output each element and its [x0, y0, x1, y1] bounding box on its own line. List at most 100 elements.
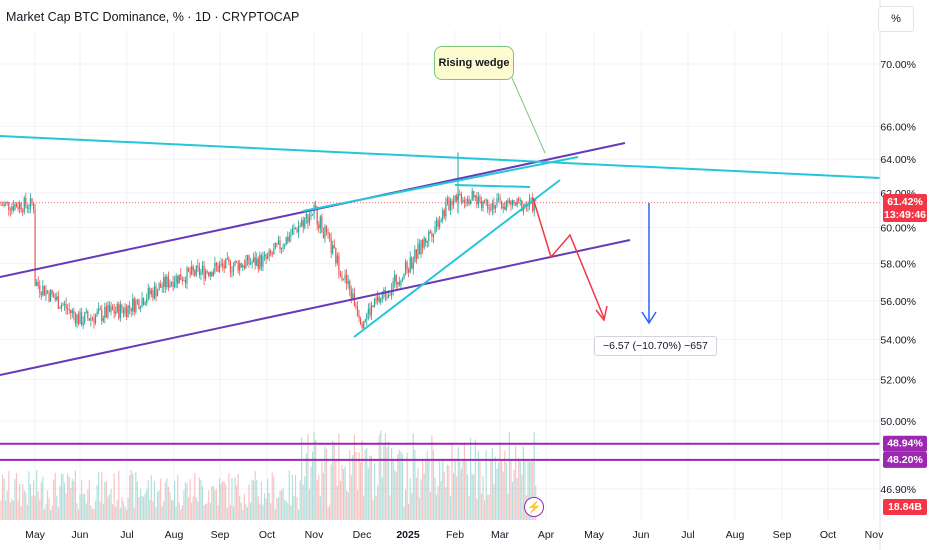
volume-bar — [417, 467, 419, 520]
candle-body — [63, 303, 66, 305]
volume-bar — [431, 435, 433, 520]
candle-body — [119, 304, 121, 319]
candle-body — [205, 271, 207, 279]
volume-bar — [398, 449, 400, 520]
x-tick-label: Aug — [726, 529, 745, 541]
candle-body — [330, 237, 332, 254]
volume-bar — [383, 443, 385, 520]
volume-bar — [395, 471, 397, 520]
volume-bar — [26, 504, 28, 520]
volume-bar — [200, 479, 202, 520]
candle-body — [174, 282, 176, 288]
candle-body — [242, 265, 244, 268]
volume-bar — [302, 484, 304, 520]
candle-body — [161, 286, 163, 288]
volume-bar — [48, 498, 50, 520]
candle-body — [79, 311, 81, 324]
candle-body — [270, 250, 272, 254]
candle-body — [287, 237, 289, 242]
volume-bar — [143, 496, 145, 520]
volume-bar — [225, 484, 227, 520]
volume-bar — [404, 489, 407, 520]
volume-bar — [102, 503, 104, 520]
volume-bar — [76, 503, 78, 520]
volume-bar — [122, 501, 125, 520]
volume-bar — [329, 505, 331, 520]
volume-bar — [160, 478, 162, 520]
candle-body — [133, 298, 135, 312]
volume-bar — [98, 472, 100, 520]
candle-body — [81, 311, 83, 325]
volume-bar — [242, 509, 244, 520]
volume-bar — [496, 468, 498, 520]
candle-body — [116, 304, 118, 312]
volume-bar — [291, 474, 293, 520]
volume-bar — [222, 481, 224, 520]
volume-bar — [315, 440, 317, 520]
time-axis[interactable]: May Jun Jul Aug Sep Oct Nov Dec 2025 Feb Mar Apr May… — [25, 529, 884, 541]
x-tick-label: Mar — [491, 529, 510, 541]
volume-bar — [163, 500, 165, 520]
candle-body — [339, 273, 342, 277]
volume-bar — [449, 496, 452, 520]
volume-bar — [246, 507, 249, 520]
y-tick-label: 60.00% — [880, 223, 916, 235]
volume-bar — [29, 484, 32, 520]
candle-body — [113, 309, 115, 314]
volume-bar — [203, 505, 205, 520]
volume-bar — [155, 507, 157, 520]
candle-body — [9, 209, 11, 211]
volume-bar — [5, 500, 7, 520]
candle-body — [60, 305, 63, 309]
candle-body — [50, 290, 52, 302]
volume-bar — [432, 450, 435, 520]
candle-body — [87, 311, 89, 319]
candle-body — [305, 214, 307, 218]
volume-bar — [161, 506, 163, 520]
candle-body — [42, 285, 44, 296]
volume-bar — [437, 485, 439, 520]
volume-bar — [56, 495, 58, 520]
lightning-icon[interactable]: ⚡ — [524, 497, 544, 517]
volume-bar — [112, 504, 114, 520]
volume-bar — [406, 452, 408, 520]
volume-bar — [488, 494, 490, 520]
percent-scale-button[interactable]: % — [878, 6, 914, 32]
candle-body — [285, 237, 287, 246]
candle-body — [243, 265, 245, 268]
volume-bar — [327, 507, 329, 520]
volume-bar — [480, 493, 483, 520]
candle-body — [180, 274, 182, 281]
volume-bar — [471, 473, 473, 520]
candle-body — [400, 281, 402, 285]
candle-body — [200, 270, 202, 275]
volume-bar — [446, 464, 448, 520]
level-lower-tag: 48.20% — [883, 451, 927, 468]
volume-bar — [318, 475, 320, 520]
volume-bar — [280, 490, 283, 520]
x-tick-label: Jul — [120, 529, 133, 541]
candle-body — [308, 216, 311, 224]
volume-bar — [338, 433, 340, 520]
volume-bar — [403, 506, 405, 520]
volume-bar — [175, 506, 177, 520]
candle-body — [521, 200, 523, 212]
candle-body — [259, 255, 261, 270]
volume-bar — [423, 473, 425, 520]
volume-bar — [25, 492, 27, 520]
candle-body — [397, 281, 399, 285]
candle-body — [535, 200, 537, 202]
volume-bar — [91, 508, 94, 520]
volume-bar — [17, 500, 19, 520]
volume-bar — [339, 480, 342, 520]
candle-body — [143, 298, 145, 305]
volume-bar — [267, 478, 269, 520]
candle-body — [491, 203, 493, 210]
candle-body — [212, 271, 214, 277]
rising-wedge-callout[interactable]: Rising wedge — [434, 46, 514, 80]
candle-body — [387, 294, 390, 299]
volume-bar — [335, 461, 337, 520]
volume-bar — [308, 489, 311, 520]
volume-bar — [51, 505, 53, 520]
